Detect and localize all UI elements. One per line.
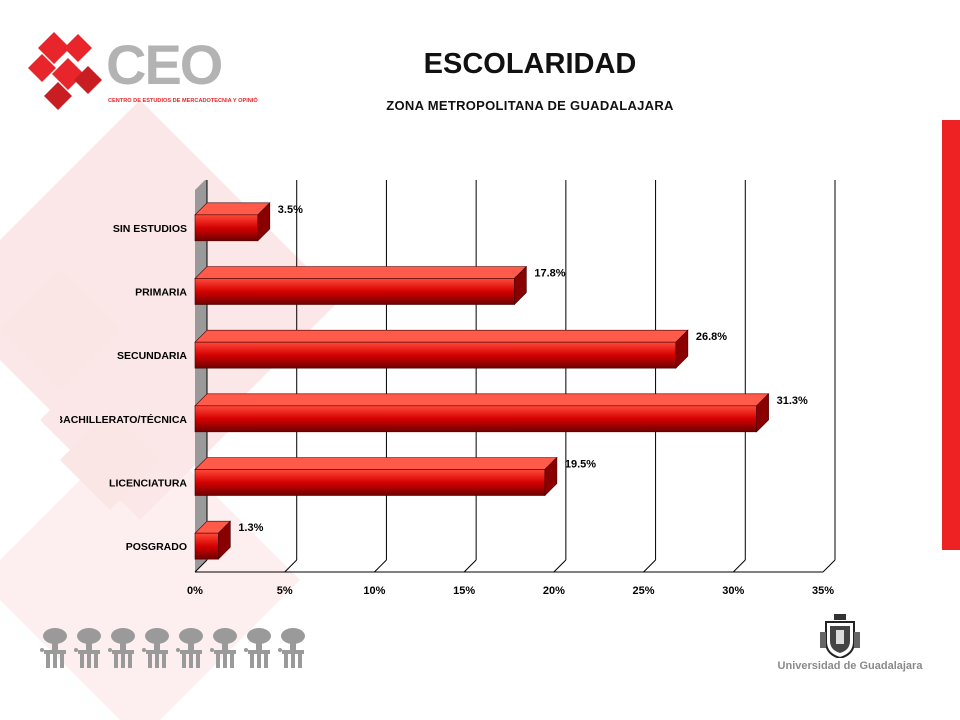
data-label: 3.5% [278, 204, 303, 216]
data-label: 1.3% [238, 522, 263, 534]
bar-top-face [194, 202, 271, 216]
bar-end-face [544, 456, 558, 497]
bar [194, 405, 757, 433]
chart-labels: 0% 5% 10% 15% 20% 25% 30% 35% 3.5% SIN ESTUDIOS 17… [60, 204, 834, 597]
diamond-logo-icon [28, 32, 102, 110]
bar [194, 469, 546, 496]
grid-line-floor [822, 559, 836, 573]
x-tick-label: 25% [633, 585, 655, 597]
bar [194, 341, 677, 369]
x-tick-label: 35% [812, 585, 834, 597]
ceo-logo: CEO CENTRO DE ESTUDIOS DE MERCADOTECNIA … [28, 32, 258, 110]
person-icon [108, 628, 135, 668]
grid-line-floor [553, 559, 567, 573]
bar-end-face [756, 393, 769, 433]
data-label: 19.5% [565, 459, 596, 471]
chart-bars [194, 202, 770, 560]
grid-line-floor [374, 559, 387, 573]
udg-crest-icon [820, 614, 860, 658]
person-icon [142, 628, 169, 668]
logo-text: CEO [106, 33, 222, 96]
data-label: 26.8% [696, 331, 727, 343]
grid-line-floor [284, 559, 298, 573]
bar [194, 214, 259, 242]
category-label: LICENCIATURA [109, 478, 187, 490]
education-bar-chart: 0% 5% 10% 15% 20% 25% 30% 35% 3.5% SIN ESTUDIOS 17… [60, 180, 836, 597]
data-label: 17.8% [534, 268, 565, 280]
category-label: SIN ESTUDIOS [113, 223, 187, 235]
grid-line-floor [732, 559, 746, 573]
bar [194, 278, 515, 305]
page-title: ESCOLARIDAD [423, 48, 637, 80]
bar-top-face [194, 266, 528, 279]
bar-end-face [257, 202, 271, 242]
page-subtitle: ZONA METROPOLITANA DE GUADALAJARA [386, 98, 674, 113]
chart-grid [194, 180, 836, 573]
bar-end-face [514, 265, 527, 306]
category-label: POSGRADO [126, 541, 187, 553]
x-tick-label: 0% [187, 585, 203, 597]
category-label: BACHILLERATO/TÉCNICA [60, 413, 187, 426]
bar [194, 532, 219, 560]
university-name: Universidad de Guadalajara [777, 660, 923, 672]
bar-top-face [194, 393, 770, 407]
x-tick-label: 30% [722, 585, 744, 597]
bar-end-face [675, 329, 689, 369]
bar-top-face [194, 457, 558, 470]
x-tick-label: 20% [543, 585, 565, 597]
person-icon [176, 628, 203, 668]
person-icon [40, 628, 67, 668]
grid-line-floor [194, 559, 208, 573]
category-label: PRIMARIA [135, 287, 187, 299]
people-icons-row [40, 628, 305, 668]
person-icon [278, 628, 305, 668]
data-label: 31.3% [777, 395, 808, 407]
logo-tagline: CENTRO DE ESTUDIOS DE MERCADOTECNIA Y OP… [108, 96, 258, 104]
bar-end-face [218, 520, 231, 560]
x-tick-label: 10% [363, 585, 385, 597]
person-icon [244, 628, 271, 668]
person-icon [74, 628, 101, 668]
grid-line-floor [643, 559, 656, 573]
grid-line-floor [463, 559, 477, 573]
x-tick-label: 5% [277, 585, 293, 597]
right-accent-bar [942, 120, 960, 550]
person-icon [210, 628, 237, 668]
x-tick-label: 15% [453, 585, 475, 597]
category-label: SECUNDARIA [117, 350, 187, 362]
bar-top-face [194, 329, 689, 343]
